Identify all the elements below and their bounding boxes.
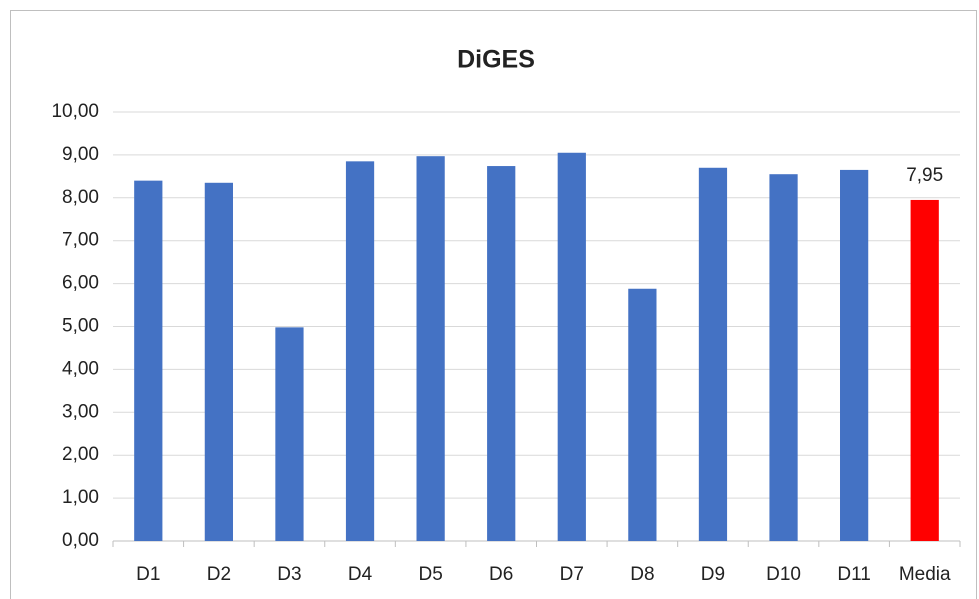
bar <box>557 152 586 541</box>
y-tick-label: 10,00 <box>51 101 99 122</box>
x-tick-label: D5 <box>418 564 442 585</box>
x-tick-label: D2 <box>207 564 231 585</box>
x-tick-label: Media <box>899 564 951 585</box>
data-label: 7,95 <box>906 165 943 186</box>
x-tick-label: D1 <box>136 564 160 585</box>
x-tick-label: D7 <box>560 564 584 585</box>
bar <box>910 199 939 541</box>
x-tick-label: D4 <box>348 564 373 585</box>
y-tick-label: 6,00 <box>62 273 99 294</box>
bar <box>275 327 304 541</box>
y-tick-label: 1,00 <box>62 487 99 508</box>
bar <box>840 169 869 542</box>
y-tick-label: 5,00 <box>62 316 99 337</box>
y-tick-label: 9,00 <box>62 144 99 165</box>
x-tick-label: D10 <box>766 564 801 585</box>
bar <box>769 174 798 541</box>
bar <box>487 166 516 541</box>
x-tick-label: D9 <box>701 564 725 585</box>
x-tick-label: D3 <box>277 564 301 585</box>
bar <box>698 167 728 541</box>
bar <box>204 182 233 541</box>
y-tick-label: 2,00 <box>62 444 99 465</box>
x-tick-label: D8 <box>630 564 654 585</box>
x-tick-label: D6 <box>489 564 513 585</box>
y-tick-label: 8,00 <box>62 187 99 208</box>
y-tick-label: 0,00 <box>62 530 99 551</box>
y-tick-label: 7,00 <box>62 230 99 251</box>
bar <box>628 288 657 541</box>
bar <box>345 161 375 541</box>
bar <box>416 156 445 541</box>
y-tick-label: 3,00 <box>62 401 99 422</box>
chart-title: DiGES <box>457 46 535 74</box>
x-tick-label: D11 <box>837 564 870 585</box>
y-tick-label: 4,00 <box>62 358 99 379</box>
bar <box>134 180 163 541</box>
